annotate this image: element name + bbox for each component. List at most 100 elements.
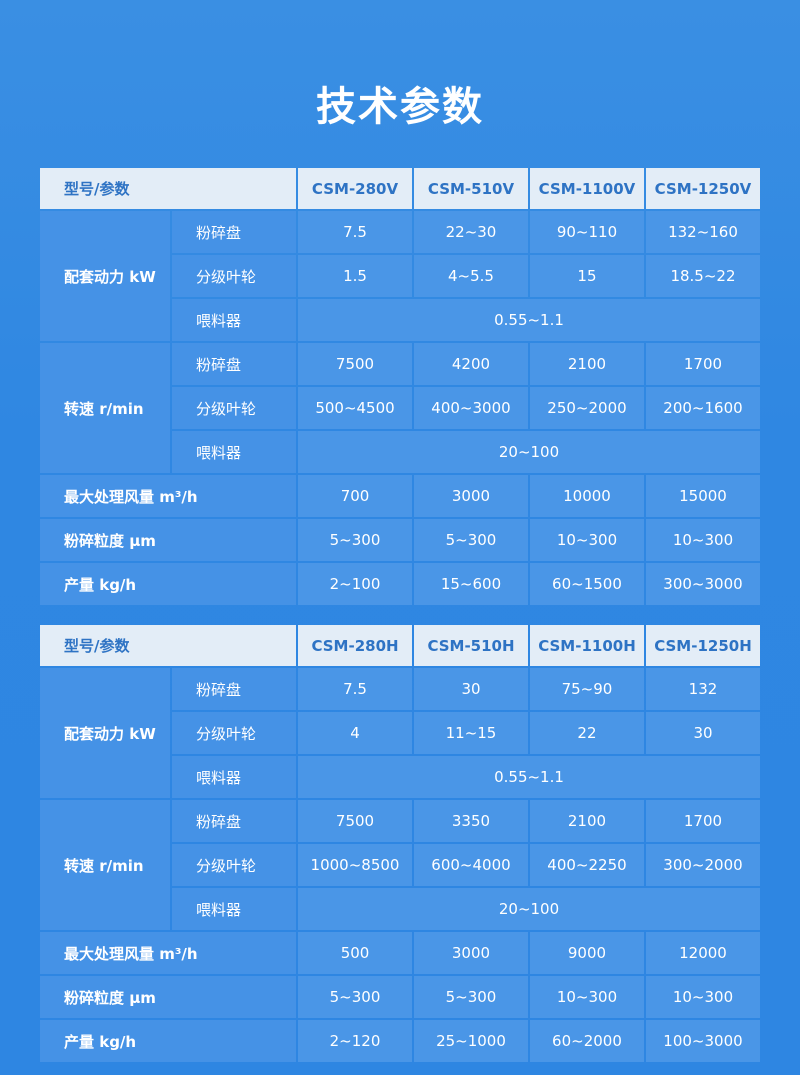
table-row: 喂料器 20~100	[40, 888, 760, 930]
value-cell: 500	[298, 932, 412, 974]
row-label: 最大处理风量 m³/h	[40, 932, 297, 974]
value-cell: 15~600	[414, 563, 528, 605]
table-row: 分级叶轮 500~4500 400~3000 250~2000 200~1600	[40, 387, 760, 429]
value-cell: 3000	[414, 475, 528, 517]
group-label: 转速 r/min	[40, 343, 170, 473]
model-header: CSM-1250H	[645, 625, 760, 666]
sub-label: 喂料器	[172, 299, 297, 341]
value-cell: 1700	[645, 343, 760, 385]
value-cell: 25~1000	[414, 1020, 528, 1062]
value-cell: 20~100	[298, 431, 760, 473]
table-row: 粉碎粒度 μm 5~300 5~300 10~300 10~300	[40, 976, 760, 1018]
table-row: 粉碎粒度 μm 5~300 5~300 10~300 10~300	[40, 519, 760, 561]
table-row: 转速 r/min 粉碎盘 7500 3350 2100 1700	[40, 800, 760, 930]
value-cell: 90~110	[529, 211, 644, 253]
sub-label: 粉碎盘	[172, 343, 297, 385]
table-row: 配套动力 kW 粉碎盘 7.5 22~30 90~110 132~160	[40, 211, 760, 341]
model-header: CSM-1100H	[529, 625, 644, 666]
value-cell: 1.5	[298, 255, 412, 297]
value-cell: 10000	[529, 475, 644, 517]
table-row: 分级叶轮 1000~8500 600~4000 400~2250 300~2000	[40, 844, 760, 886]
table-row: 配套动力 kW 粉碎盘 7.5 30 75~90 132	[40, 668, 760, 798]
value-cell: 12000	[645, 932, 760, 974]
value-cell: 600~4000	[414, 844, 528, 886]
value-cell: 0.55~1.1	[298, 299, 760, 341]
value-cell: 4200	[414, 343, 528, 385]
value-cell: 30	[645, 712, 760, 754]
value-cell: 4	[298, 712, 412, 754]
value-cell: 2~120	[298, 1020, 412, 1062]
sub-label: 分级叶轮	[172, 255, 297, 297]
value-cell: 22~30	[414, 211, 528, 253]
value-cell: 10~300	[529, 519, 644, 561]
value-cell: 20~100	[298, 888, 760, 930]
model-header: CSM-280H	[298, 625, 412, 666]
model-header: CSM-280V	[298, 168, 412, 209]
group-label: 配套动力 kW	[40, 211, 170, 341]
value-cell: 9000	[529, 932, 644, 974]
sub-label: 喂料器	[172, 888, 297, 930]
value-cell: 4~5.5	[414, 255, 528, 297]
table-row: 最大处理风量 m³/h 700 3000 10000 15000	[40, 475, 760, 517]
value-cell: 200~1600	[645, 387, 760, 429]
sub-label: 分级叶轮	[172, 387, 297, 429]
model-header: CSM-510H	[414, 625, 528, 666]
sub-label: 分级叶轮	[172, 712, 297, 754]
header-label: 型号/参数	[40, 625, 297, 666]
value-cell: 700	[298, 475, 412, 517]
table-row: 最大处理风量 m³/h 500 3000 9000 12000	[40, 932, 760, 974]
table-row: 分级叶轮 1.5 4~5.5 15 18.5~22	[40, 255, 760, 297]
table-row: 产量 kg/h 2~120 25~1000 60~2000 100~3000	[40, 1020, 760, 1062]
header-label: 型号/参数	[40, 168, 297, 209]
sub-label: 喂料器	[172, 756, 297, 798]
table-header-row: 型号/参数 CSM-280V CSM-510V CSM-1100V CSM-1250V	[40, 168, 760, 209]
table-row: 喂料器 20~100	[40, 431, 760, 473]
row-label: 产量 kg/h	[40, 1020, 297, 1062]
value-cell: 60~2000	[529, 1020, 644, 1062]
value-cell: 7.5	[298, 668, 412, 710]
group-label: 转速 r/min	[40, 800, 170, 930]
table-row: 转速 r/min 粉碎盘 7500 4200 2100 1700	[40, 343, 760, 473]
sub-label: 粉碎盘	[172, 668, 297, 710]
value-cell: 7500	[298, 800, 412, 842]
value-cell: 1000~8500	[298, 844, 412, 886]
table-row: 产量 kg/h 2~100 15~600 60~1500 300~3000	[40, 563, 760, 605]
sub-label: 粉碎盘	[172, 211, 297, 253]
value-cell: 132	[645, 668, 760, 710]
value-cell: 5~300	[298, 976, 412, 1018]
sub-label: 粉碎盘	[172, 800, 297, 842]
value-cell: 11~15	[414, 712, 528, 754]
value-cell: 10~300	[645, 519, 760, 561]
table-row: 喂料器 0.55~1.1	[40, 299, 760, 341]
value-cell: 5~300	[414, 519, 528, 561]
table-header-row: 型号/参数 CSM-280H CSM-510H CSM-1100H CSM-1250H	[40, 625, 760, 666]
value-cell: 132~160	[645, 211, 760, 253]
value-cell: 0.55~1.1	[298, 756, 760, 798]
value-cell: 15	[529, 255, 644, 297]
value-cell: 7.5	[298, 211, 412, 253]
sub-label: 分级叶轮	[172, 844, 297, 886]
page-title: 技术参数	[316, 84, 484, 130]
value-cell: 300~2000	[645, 844, 760, 886]
model-header: CSM-1100V	[529, 168, 644, 209]
value-cell: 75~90	[529, 668, 644, 710]
value-cell: 60~1500	[529, 563, 644, 605]
value-cell: 400~2250	[529, 844, 644, 886]
value-cell: 1700	[645, 800, 760, 842]
sub-label: 喂料器	[172, 431, 297, 473]
value-cell: 250~2000	[529, 387, 644, 429]
value-cell: 15000	[645, 475, 760, 517]
row-label: 粉碎粒度 μm	[40, 976, 297, 1018]
row-label: 粉碎粒度 μm	[40, 519, 297, 561]
table-row: 分级叶轮 4 11~15 22 30	[40, 712, 760, 754]
value-cell: 10~300	[645, 976, 760, 1018]
value-cell: 400~3000	[414, 387, 528, 429]
row-label: 产量 kg/h	[40, 563, 297, 605]
value-cell: 2100	[529, 800, 644, 842]
value-cell: 7500	[298, 343, 412, 385]
model-header: CSM-510V	[414, 168, 528, 209]
value-cell: 500~4500	[298, 387, 412, 429]
value-cell: 30	[414, 668, 528, 710]
table-row: 喂料器 0.55~1.1	[40, 756, 760, 798]
value-cell: 18.5~22	[645, 255, 760, 297]
